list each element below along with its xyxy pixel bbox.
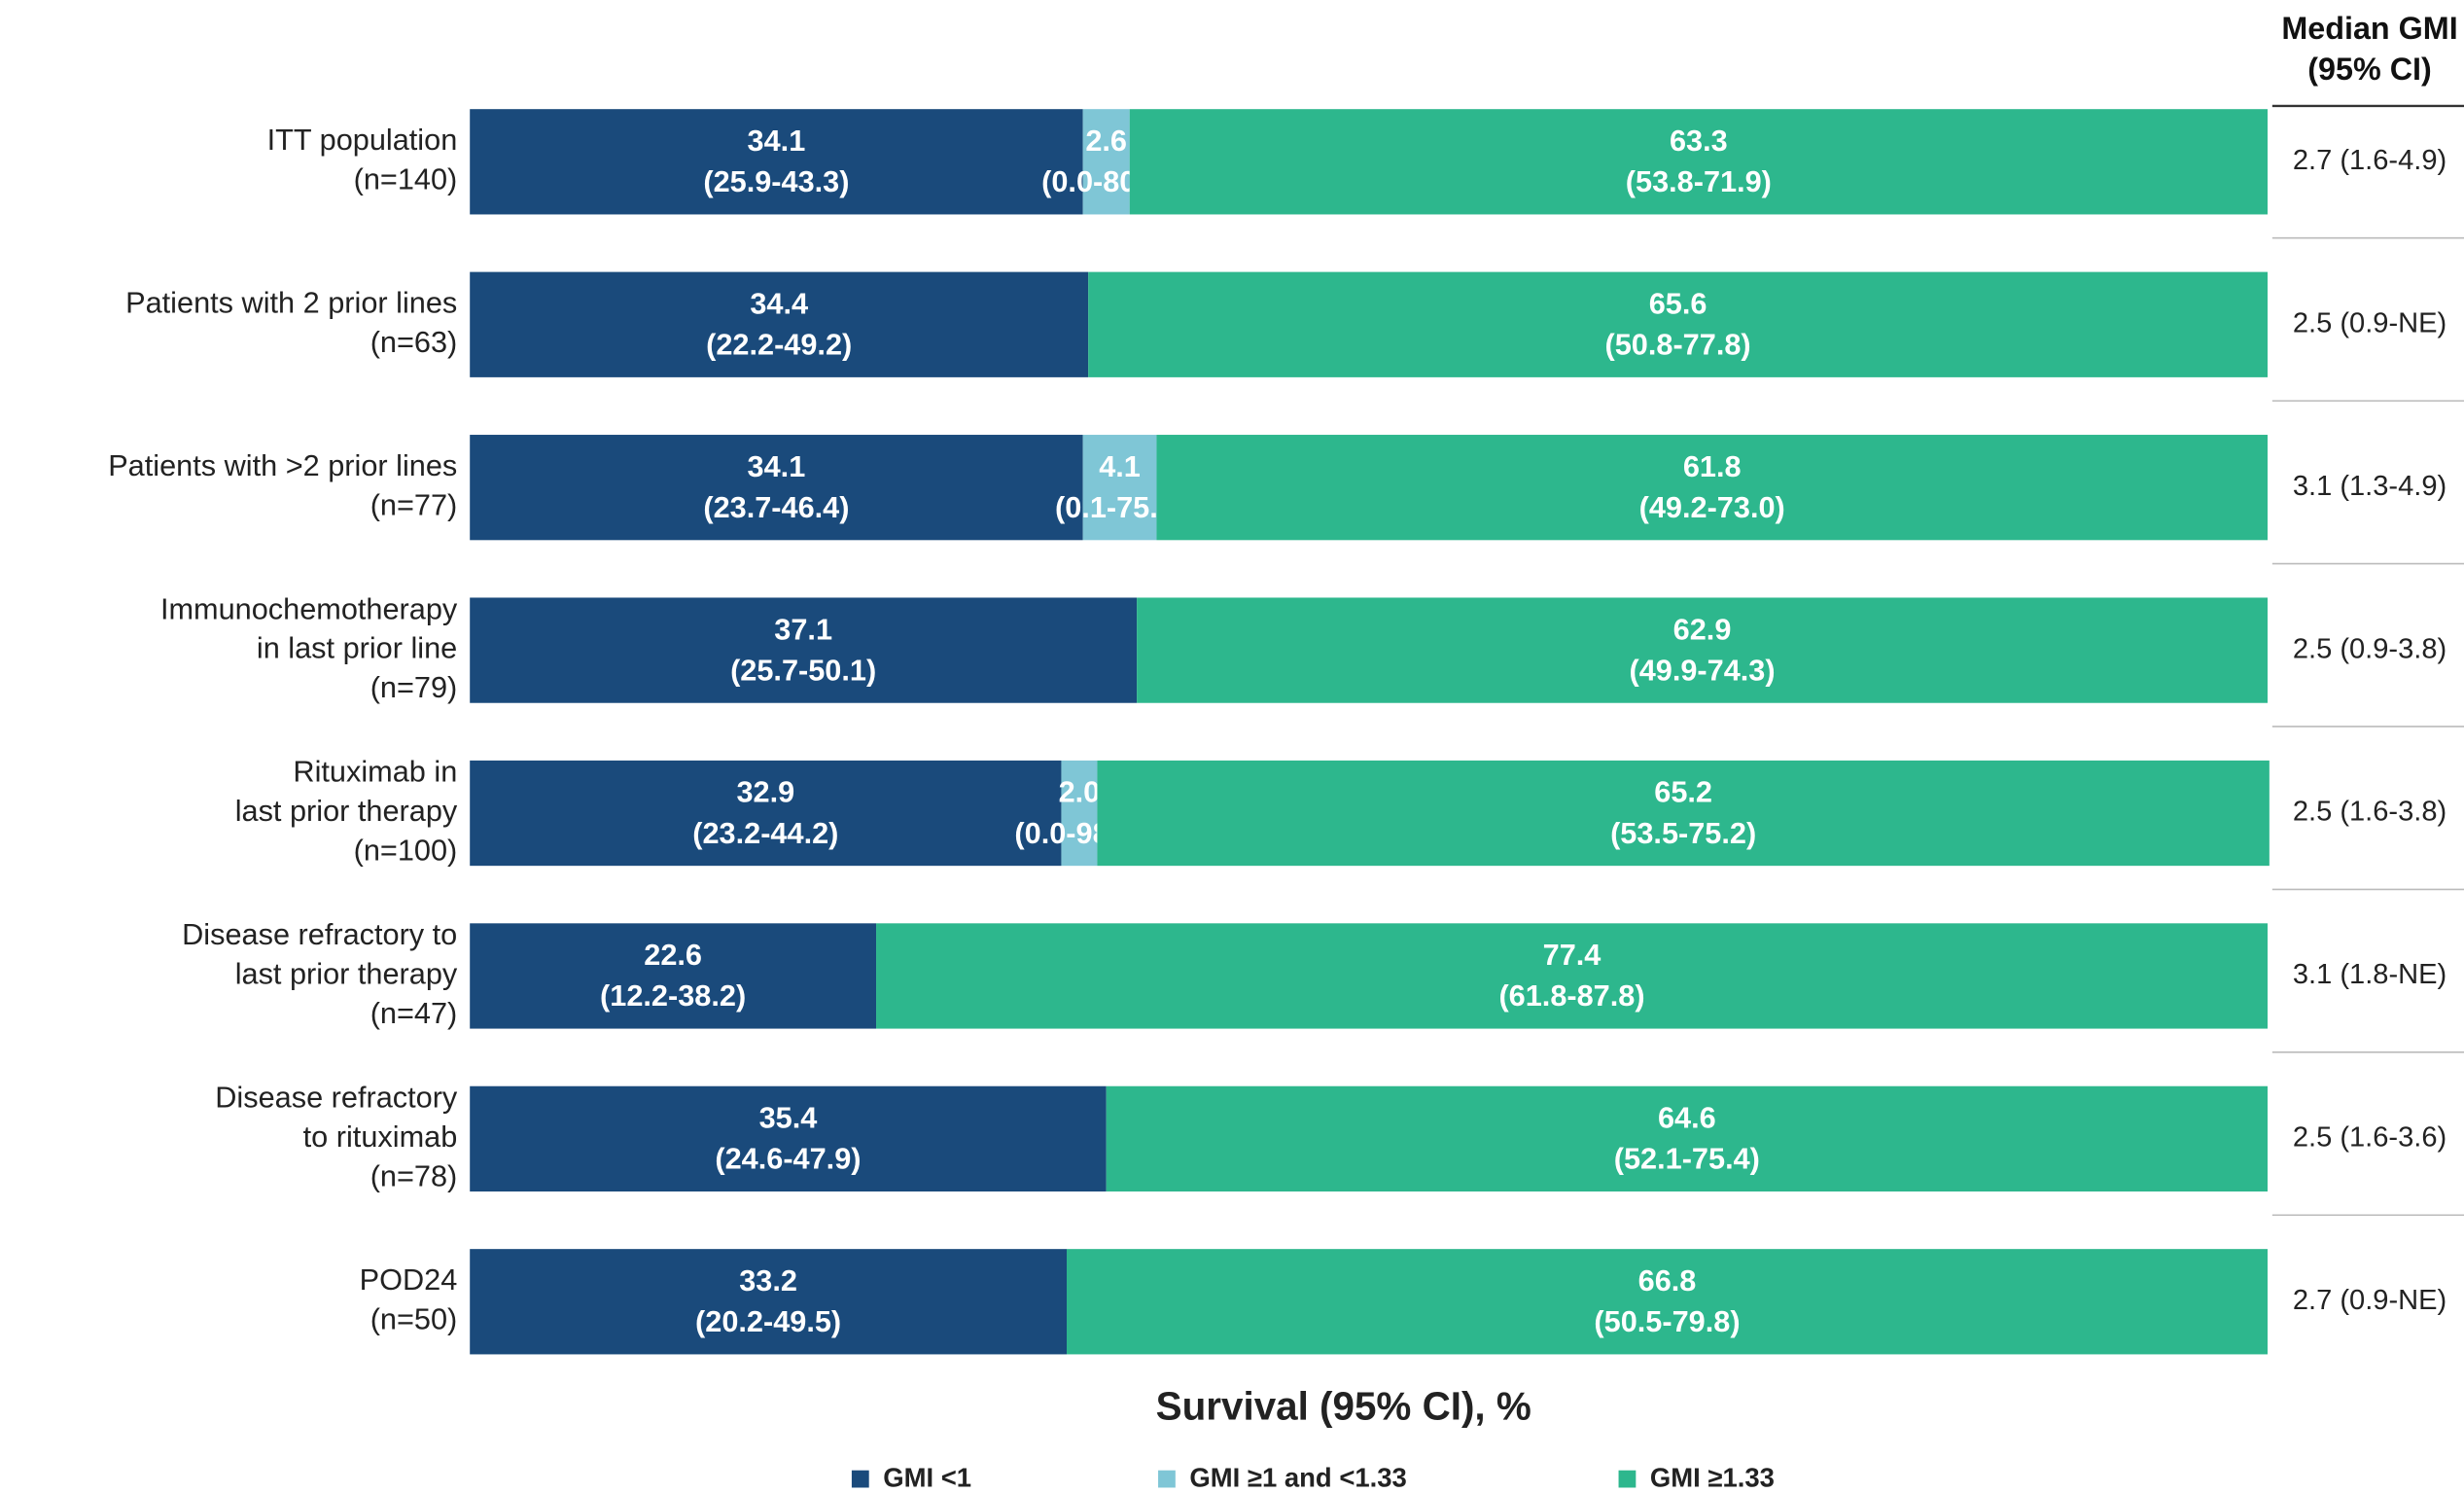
value-label: 65.6 <box>1649 286 1707 320</box>
category-label: Disease refractory to <box>182 917 457 951</box>
bar-segment <box>470 1085 1107 1192</box>
median-header: (95% CI) <box>2307 52 2431 87</box>
category-label: ITT population <box>267 123 458 157</box>
category-label: (n=47) <box>370 996 458 1030</box>
legend-swatch <box>1158 1470 1176 1488</box>
category-label: (n=63) <box>370 325 458 359</box>
median-value: 2.5 (0.9-3.8) <box>2293 633 2446 664</box>
category-label: (n=79) <box>370 670 458 704</box>
median-value: 2.7 (1.6-4.9) <box>2293 145 2446 176</box>
category-label: POD24 <box>360 1262 458 1297</box>
legend-label: GMI ≥1.33 <box>1650 1463 1775 1493</box>
bar-segment <box>1156 435 2268 541</box>
legend-label: GMI ≥1 and <1.33 <box>1189 1463 1406 1493</box>
legend-label: GMI <1 <box>883 1463 971 1493</box>
value-label: 62.9 <box>1673 612 1732 646</box>
value-label: 35.4 <box>759 1101 818 1135</box>
value-label: 37.1 <box>774 612 832 646</box>
ci-label: (22.2-49.2) <box>706 327 852 361</box>
category-label: (n=140) <box>354 162 458 196</box>
bar-segment <box>1106 1085 2268 1192</box>
value-label: 22.6 <box>644 938 702 972</box>
ci-label: (23.7-46.4) <box>703 490 849 524</box>
category-label: last prior therapy <box>235 794 458 828</box>
median-value: 2.5 (1.6-3.8) <box>2293 797 2446 828</box>
value-label: 32.9 <box>736 775 794 809</box>
ci-label: (50.5-79.8) <box>1594 1304 1740 1338</box>
category-label: (n=50) <box>370 1302 458 1336</box>
bar-segment <box>470 109 1083 215</box>
category-label: to rituximab <box>303 1120 458 1154</box>
category-label: Rituximab in <box>293 755 457 789</box>
category-label: (n=77) <box>370 487 458 521</box>
bar-segment <box>470 760 1062 867</box>
category-label: in last prior line <box>257 631 457 665</box>
ci-label: (23.2-44.2) <box>692 816 838 850</box>
bar-segment <box>1067 1249 2268 1355</box>
ci-label: (50.8-77.8) <box>1605 327 1751 361</box>
value-label: 34.1 <box>748 124 806 158</box>
category-label: (n=78) <box>370 1158 458 1192</box>
bar-segment <box>470 271 1089 377</box>
value-label: 64.6 <box>1658 1101 1716 1135</box>
bar-segment <box>1129 109 2268 215</box>
bar-segment <box>470 597 1138 703</box>
category-label: last prior therapy <box>235 957 458 991</box>
bar-segment <box>470 435 1083 541</box>
bar-segment <box>470 923 877 1029</box>
ci-label: (61.8-87.8) <box>1498 978 1644 1013</box>
value-label: 66.8 <box>1638 1263 1697 1297</box>
value-label: 2.0 <box>1059 775 1101 809</box>
ci-label: (49.2-73.0) <box>1639 490 1785 524</box>
ci-label: (12.2-38.2) <box>600 978 746 1013</box>
ci-label: (25.9-43.3) <box>703 164 849 198</box>
bar-segment <box>1137 597 2268 703</box>
category-label: (n=100) <box>354 834 458 868</box>
median-header: Median GMI <box>2281 11 2457 46</box>
median-value: 2.5 (1.6-3.6) <box>2293 1122 2446 1154</box>
bar-segment <box>1082 435 1157 541</box>
value-label: 65.2 <box>1654 775 1712 809</box>
category-label: Disease refractory <box>215 1081 458 1115</box>
category-label: Immunochemotherapy <box>160 591 458 625</box>
ci-label: (49.9-74.3) <box>1629 653 1775 687</box>
category-label: Patients with >2 prior lines <box>108 448 457 482</box>
value-label: 34.1 <box>748 449 806 483</box>
ci-label: (53.5-75.2) <box>1610 816 1756 850</box>
ci-label: (53.8-71.9) <box>1626 164 1772 198</box>
legend-swatch <box>1618 1470 1637 1488</box>
value-label: 33.2 <box>739 1263 797 1297</box>
value-label: 34.4 <box>750 286 808 320</box>
value-label: 4.1 <box>1099 449 1141 483</box>
x-axis-label: Survival (95% CI), % <box>1156 1383 1531 1428</box>
value-label: 61.8 <box>1683 449 1742 483</box>
bar-segment <box>876 923 2268 1029</box>
bar-segment <box>1061 760 1098 867</box>
median-value: 3.1 (1.8-NE) <box>2293 959 2446 990</box>
category-label: Patients with 2 prior lines <box>125 286 457 320</box>
bar-segment <box>470 1249 1068 1355</box>
median-value: 2.7 (0.9-NE) <box>2293 1285 2446 1316</box>
bar-segment <box>1082 109 1130 215</box>
value-label: 63.3 <box>1670 124 1728 158</box>
bar-segment <box>1097 760 2270 867</box>
ci-label: (25.7-50.1) <box>730 653 876 687</box>
legend-swatch <box>851 1470 869 1488</box>
median-value: 3.1 (1.3-4.9) <box>2293 471 2446 502</box>
ci-label: (52.1-75.4) <box>1614 1142 1760 1176</box>
value-label: 77.4 <box>1543 938 1602 972</box>
ci-label: (24.6-47.9) <box>715 1142 861 1176</box>
bar-segment <box>1088 271 2268 377</box>
ci-label: (20.2-49.5) <box>695 1304 841 1338</box>
value-label: 2.6 <box>1085 124 1127 158</box>
median-value: 2.5 (0.9-NE) <box>2293 307 2446 338</box>
